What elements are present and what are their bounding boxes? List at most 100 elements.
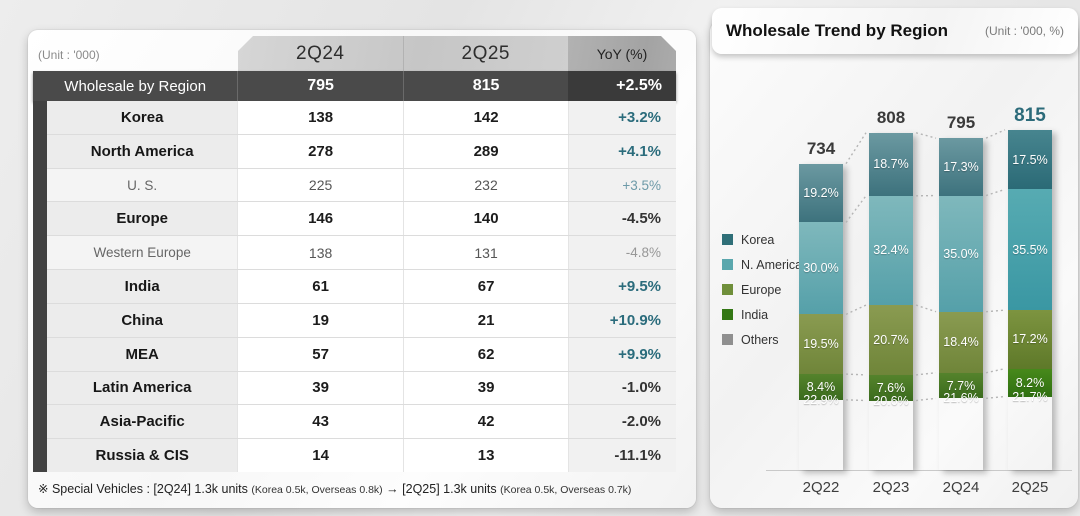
legend-label: Korea [741,232,775,247]
region-name: Western Europe [33,236,238,270]
value-2q25: 131 [402,236,569,270]
legend-swatch-icon [722,234,733,245]
value-yoy: +3.5% [568,168,677,202]
value-2q25: 67 [402,270,569,303]
bar-segment-india: 8.2% [1008,368,1052,397]
bar-segment-n-america: 32.4% [869,195,913,306]
table-row: Korea 138 142 +3.2% [33,101,677,134]
table-unit-label: (Unit : '000) [38,48,100,62]
value-yoy: +4.1% [568,134,677,168]
value-2q24: 146 [237,202,403,236]
value-2q24: 14 [237,439,403,472]
table-row: Asia-Pacific 43 42 -2.0% [33,404,677,439]
x-axis-label: 2Q25 [1011,479,1049,496]
segment-percent-label: 17.2% [1012,332,1048,347]
value-yoy: +9.9% [568,337,677,371]
bar-segment-n-america: 35.0% [939,195,983,312]
region-name: India [33,270,238,303]
chart-baseline [766,470,1072,471]
value-2q25: 42 [402,405,569,439]
region-name: U. S. [33,168,238,202]
total-row-yoy: +2.5% [568,71,676,101]
special-vehicles-footnote: ※ Special Vehicles : [2Q24] 1.3k units (… [38,481,631,496]
table-row: MEA 57 62 +9.9% [33,336,677,371]
value-2q25: 21 [402,303,569,337]
table-header-quarters: 2Q24 2Q25 [238,36,568,72]
bar-total-label: 815 [1014,104,1046,126]
chart-legend: Korea N. America Europe India Others [722,227,802,352]
bar-segment-india: 7.7% [939,372,983,399]
chart-header: Wholesale Trend by Region (Unit : '000, … [712,8,1078,54]
value-2q25: 232 [402,168,569,202]
total-row-2q24: 795 [237,71,402,101]
legend-item: Europe [722,277,802,302]
legend-item: Korea [722,227,802,252]
region-name: China [33,303,238,337]
region-name: MEA [33,337,238,371]
bar-segment-n-america: 30.0% [799,222,843,315]
value-yoy: +3.2% [568,101,677,134]
footnote-text: ※ Special Vehicles : [2Q24] 1.3k units [38,482,252,496]
value-2q24: 278 [237,134,403,168]
bar-segment-europe: 18.4% [939,311,983,373]
segment-percent-label: 21.7% [1012,389,1048,404]
stacked-bar-2q25: 17.5% 35.5% 17.2% 8.2% 21.7% [1008,129,1052,470]
value-2q25: 140 [402,202,569,236]
legend-item: Others [722,327,802,352]
total-row-2q25: 815 [402,71,568,101]
value-yoy: -11.1% [568,439,677,472]
bar-total-label: 734 [806,138,836,158]
segment-percent-label: 21.6% [943,391,979,406]
footnote-text: [2Q25] 1.3k units [402,482,501,496]
region-name: Europe [33,202,238,236]
segment-percent-label: 7.7% [946,378,976,393]
chart-unit-label: (Unit : '000, %) [985,24,1064,38]
value-yoy: -1.0% [568,371,677,405]
value-2q24: 225 [237,168,403,202]
value-yoy: -2.0% [568,405,677,439]
value-2q24: 138 [237,236,403,270]
region-name: North America [33,134,238,168]
table-row: Russia & CIS 14 13 -11.1% [33,438,677,472]
value-yoy: +10.9% [568,303,677,337]
segment-percent-label: 20.7% [873,332,909,347]
bar-segment-korea: 17.3% [939,138,983,196]
table-side-strip [33,101,47,472]
value-yoy: -4.5% [568,202,677,236]
value-2q25: 62 [402,337,569,371]
bar-segment-korea: 17.5% [1008,129,1052,190]
total-row-label: Wholesale by Region [64,77,207,95]
value-2q24: 138 [237,101,403,134]
bar-segment-india: 8.4% [799,374,843,400]
legend-swatch-icon [722,259,733,270]
region-name: Asia-Pacific [33,405,238,439]
value-yoy: -4.8% [568,236,677,270]
region-name: Latin America [33,371,238,405]
table-body: Korea 138 142 +3.2% North America 278 289 +4.1%… [33,101,677,472]
legend-swatch-icon [722,309,733,320]
segment-percent-label: 17.3% [943,159,979,174]
x-axis-label: 2Q22 [802,479,840,496]
segment-percent-label: 17.5% [1012,152,1048,167]
bar-segment-india: 7.6% [869,374,913,401]
footnote-text: (Korea 0.5k, Overseas 0.8k) [251,484,383,496]
value-2q25: 289 [402,134,569,168]
stacked-bar-2q23: 18.7% 32.4% 20.7% 7.6% 20.6% [869,132,913,470]
segment-percent-label: 22.9% [803,392,839,407]
segment-percent-label: 20.6% [873,393,909,408]
table-row: Europe 146 140 -4.5% [33,201,677,236]
bar-total-label: 808 [876,107,906,127]
bar-total-label: 795 [946,113,976,133]
bar-segment-europe: 17.2% [1008,310,1052,369]
segment-percent-label: 30.0% [803,261,839,276]
value-2q24: 43 [237,405,403,439]
value-2q25: 142 [402,101,569,134]
region-name: Russia & CIS [33,439,238,472]
segment-percent-label: 18.7% [873,157,909,172]
legend-label: Europe [741,282,782,297]
value-2q25: 13 [402,439,569,472]
segment-percent-label: 8.4% [806,379,836,394]
value-2q24: 39 [237,371,403,405]
value-2q24: 57 [237,337,403,371]
legend-label: N. America [741,257,803,272]
